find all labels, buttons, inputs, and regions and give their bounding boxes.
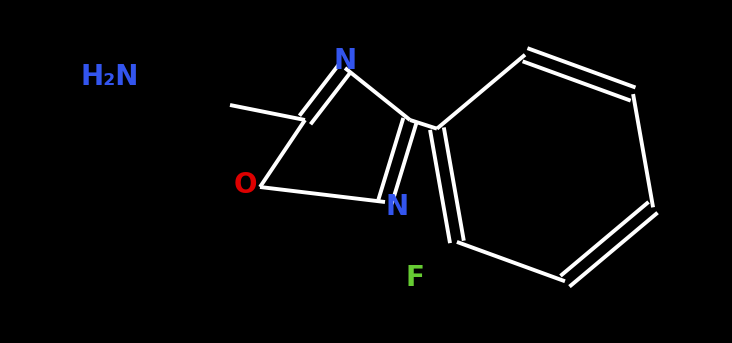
Text: N: N [386,193,408,221]
Text: N: N [334,47,356,75]
Text: H₂N: H₂N [81,63,139,91]
Text: O: O [234,171,257,199]
Text: F: F [406,264,425,292]
